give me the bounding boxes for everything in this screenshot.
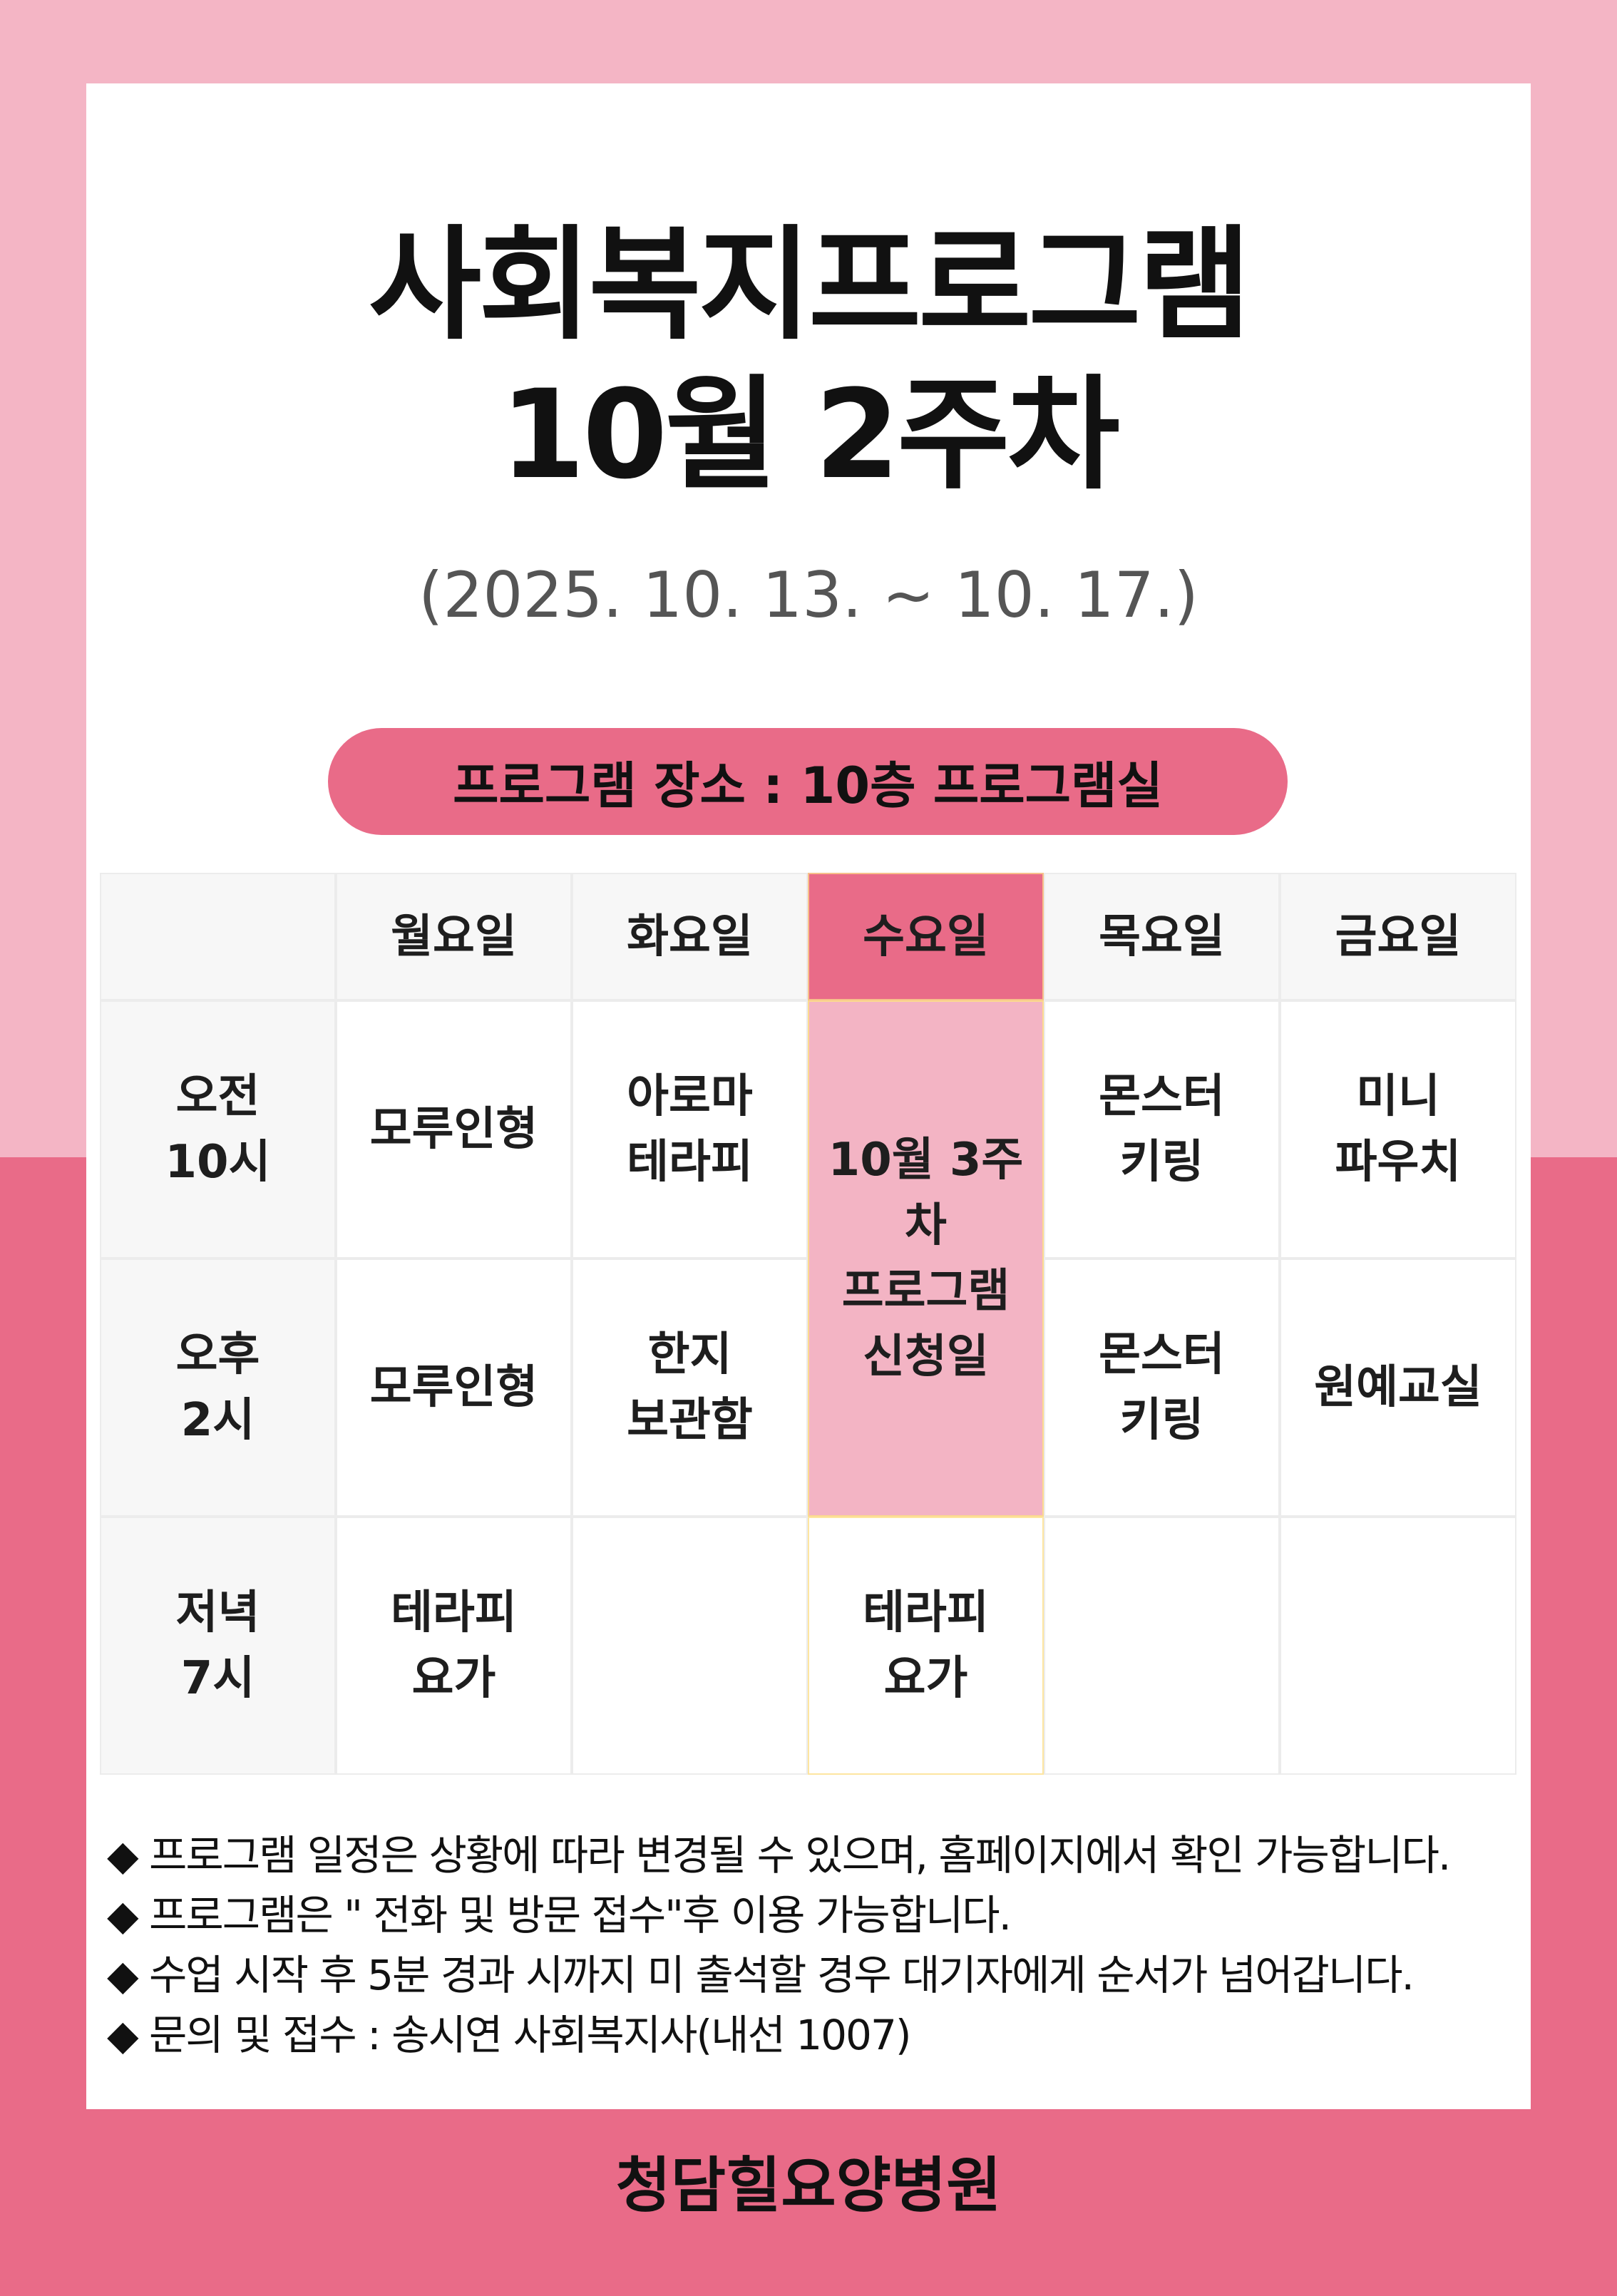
schedule-cell: 아로마 테라피 bbox=[572, 1000, 808, 1259]
schedule-cell bbox=[572, 1517, 808, 1775]
schedule-cell: 테라피 요가 bbox=[336, 1517, 572, 1775]
day-header-2: 화요일 bbox=[572, 873, 808, 1000]
schedule-cell: 한지 보관함 bbox=[572, 1259, 808, 1517]
day-header-5: 금요일 bbox=[1280, 873, 1516, 1000]
note-item: ◆ 프로그램 일정은 상황에 따라 변경될 수 있으며, 홈페이지에서 확인 가… bbox=[107, 1825, 1519, 1885]
wednesday-application-day-cell: 10월 3주차 프로그램 신청일 bbox=[808, 1000, 1044, 1517]
diamond-icon: ◆ bbox=[107, 1831, 139, 1880]
day-header-4: 목요일 bbox=[1044, 873, 1280, 1000]
notes-list: ◆ 프로그램 일정은 상황에 따라 변경될 수 있으며, 홈페이지에서 확인 가… bbox=[107, 1825, 1519, 2065]
schedule-cell: 몬스터 키링 bbox=[1044, 1000, 1280, 1259]
time-label-cell: 오전 10시 bbox=[100, 1000, 336, 1259]
note-item: ◆ 수업 시작 후 5분 경과 시까지 미 출석할 경우 대기자에게 순서가 넘… bbox=[107, 1945, 1519, 2005]
diamond-icon: ◆ bbox=[107, 1891, 139, 1939]
note-item: ◆ 문의 및 접수 : 송시연 사회복지사(내선 1007) bbox=[107, 2005, 1519, 2065]
schedule-cell: 모루인형 bbox=[336, 1000, 572, 1259]
location-badge: 프로그램 장소 : 10층 프로그램실 bbox=[328, 728, 1288, 835]
time-label-cell: 오후 2시 bbox=[100, 1259, 336, 1517]
schedule-cell bbox=[1044, 1517, 1280, 1775]
schedule-cell: 모루인형 bbox=[336, 1259, 572, 1517]
note-item: ◆ 프로그램은 " 전화 및 방문 접수"후 이용 가능합니다. bbox=[107, 1885, 1519, 1945]
poster-title-line1: 사회복지프로그램 bbox=[369, 213, 1251, 357]
diamond-icon: ◆ bbox=[107, 2011, 139, 2059]
note-text: 수업 시작 후 5분 경과 시까지 미 출석할 경우 대기자에게 순서가 넘어갑… bbox=[149, 1951, 1415, 1999]
time-label-cell: 저녁 7시 bbox=[100, 1517, 336, 1775]
note-text: 프로그램 일정은 상황에 따라 변경될 수 있으며, 홈페이지에서 확인 가능합… bbox=[149, 1831, 1451, 1880]
schedule-cell: 테라피 요가 bbox=[808, 1517, 1044, 1775]
schedule-cell: 몬스터 키링 bbox=[1044, 1259, 1280, 1517]
day-header-1: 월요일 bbox=[336, 873, 572, 1000]
note-text: 문의 및 접수 : 송시연 사회복지사(내선 1007) bbox=[149, 2011, 911, 2059]
diamond-icon: ◆ bbox=[107, 1951, 139, 1999]
schedule-cell: 미니 파우치 bbox=[1280, 1000, 1516, 1259]
day-header-3: 수요일 bbox=[808, 873, 1044, 1000]
schedule-cell bbox=[1280, 1517, 1516, 1775]
date-range: (2025. 10. 13. ~ 10. 17.) bbox=[419, 558, 1198, 632]
schedule-cell: 원예교실 bbox=[1280, 1259, 1516, 1517]
table-corner-cell bbox=[100, 873, 336, 1000]
poster-title-line2: 10월 2주차 bbox=[500, 363, 1120, 506]
note-text: 프로그램은 " 전화 및 방문 접수"후 이용 가능합니다. bbox=[149, 1891, 1012, 1939]
hospital-name: 청담힐요양병원 bbox=[615, 2151, 1002, 2220]
